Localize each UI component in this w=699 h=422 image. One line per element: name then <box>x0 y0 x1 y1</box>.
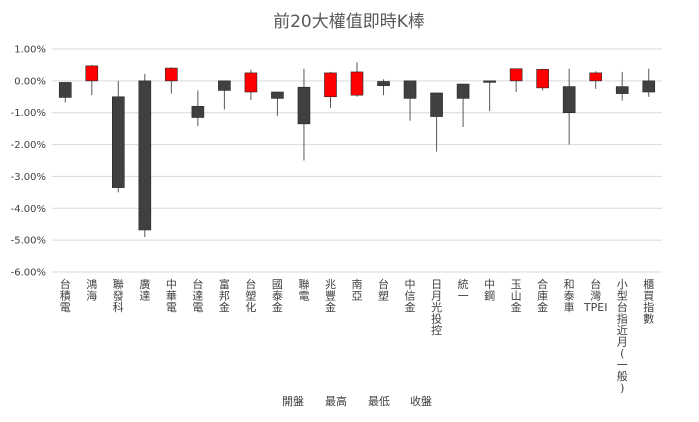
candle <box>456 83 470 128</box>
candle-body <box>138 80 152 231</box>
x-category-label: 中華電 <box>166 278 177 314</box>
chart-title: 前20大權值即時K棒 <box>273 12 425 32</box>
candle-body <box>536 69 549 89</box>
x-category-label: 和泰車 <box>564 278 575 314</box>
candle-body <box>58 82 72 98</box>
x-category-label: 台達電 <box>192 277 203 314</box>
y-tick-label: -1.00% <box>11 108 46 119</box>
y-tick-label: 1.00% <box>14 45 46 56</box>
x-category-label: 富邦金 <box>219 277 230 314</box>
legend-item: 收盤 <box>410 394 432 408</box>
x-category-label: 兆豐金 <box>325 278 336 314</box>
candle <box>191 90 205 127</box>
candle <box>165 67 178 94</box>
legend-item: 最高 <box>325 394 347 408</box>
candle <box>218 80 231 110</box>
candle <box>483 80 496 112</box>
x-category-label: 小型台指近月(一般) <box>617 278 628 395</box>
candle-body <box>191 106 205 118</box>
x-category-label: 統一 <box>458 277 469 303</box>
candle-body <box>165 67 178 82</box>
candle <box>642 68 656 97</box>
candle-body <box>642 80 656 93</box>
candle-body <box>377 81 390 86</box>
x-category-label: 櫃買指數 <box>643 277 654 326</box>
x-category-label: 聯發科 <box>113 278 124 314</box>
x-category-label: 合庫金 <box>537 277 548 314</box>
candle <box>350 62 364 97</box>
x-category-label: 台積電 <box>60 277 71 314</box>
candle-body <box>456 83 470 99</box>
candle-body <box>324 72 337 98</box>
candle <box>589 71 602 89</box>
candle <box>324 71 337 108</box>
y-tick-label: -4.00% <box>11 204 46 215</box>
x-category-label: 中信金 <box>405 278 416 314</box>
y-tick-label: -6.00% <box>11 268 46 279</box>
x-category-label: 日月光投控 <box>431 278 442 337</box>
candle <box>615 71 629 101</box>
y-axis: 1.00% 0.00% -1.00% -2.00% -3.00% -4.00% -5.00%… <box>11 45 46 279</box>
legend-item: 開盤 <box>282 395 304 408</box>
candle <box>58 82 72 103</box>
candle-body <box>615 86 629 94</box>
y-tick-label: -3.00% <box>11 172 46 183</box>
candle <box>536 68 549 91</box>
candle <box>138 73 152 237</box>
x-category-label: 台塑化 <box>245 277 256 314</box>
candle-body <box>430 92 443 117</box>
candle <box>509 68 523 93</box>
x-category-label: 玉山金 <box>511 278 522 314</box>
candle <box>403 80 417 121</box>
x-category-label: 台灣 TPEI <box>583 277 608 314</box>
x-category-label: 中鋼 <box>484 278 495 303</box>
candle <box>271 91 284 116</box>
y-tick-label: -2.00% <box>11 140 46 151</box>
grid-layer <box>52 48 662 273</box>
candle <box>244 69 258 100</box>
candle <box>430 92 443 152</box>
candle-body <box>297 86 311 125</box>
x-category-label: 廣達 <box>139 277 150 303</box>
x-category-label: 鴻海 <box>86 277 97 303</box>
candle-body <box>112 96 125 188</box>
candle-body <box>85 65 99 82</box>
candle <box>562 68 576 145</box>
candle-body <box>403 80 417 99</box>
x-category-label: 台塑 <box>378 277 389 303</box>
x-category-label: 南亞 <box>352 278 363 303</box>
candle <box>85 64 99 96</box>
candle <box>112 80 125 193</box>
legend: 開盤 最高 最低 收盤 <box>282 394 432 408</box>
candles <box>58 62 656 237</box>
candle-body <box>218 80 231 91</box>
candle <box>377 79 390 96</box>
x-category-label: 國泰金 <box>272 278 283 314</box>
candle-body <box>562 86 576 114</box>
candle <box>297 68 311 161</box>
x-category-label: 聯電 <box>298 278 309 303</box>
candle-body <box>483 80 496 83</box>
y-tick-label: -5.00% <box>11 236 46 247</box>
candle-body <box>589 72 602 82</box>
candle-body <box>244 72 258 93</box>
candle-body <box>350 71 364 96</box>
y-tick-label: 0.00% <box>14 76 46 87</box>
legend-item: 最低 <box>368 395 390 408</box>
candle-body <box>509 68 523 82</box>
candle-body <box>271 91 284 99</box>
